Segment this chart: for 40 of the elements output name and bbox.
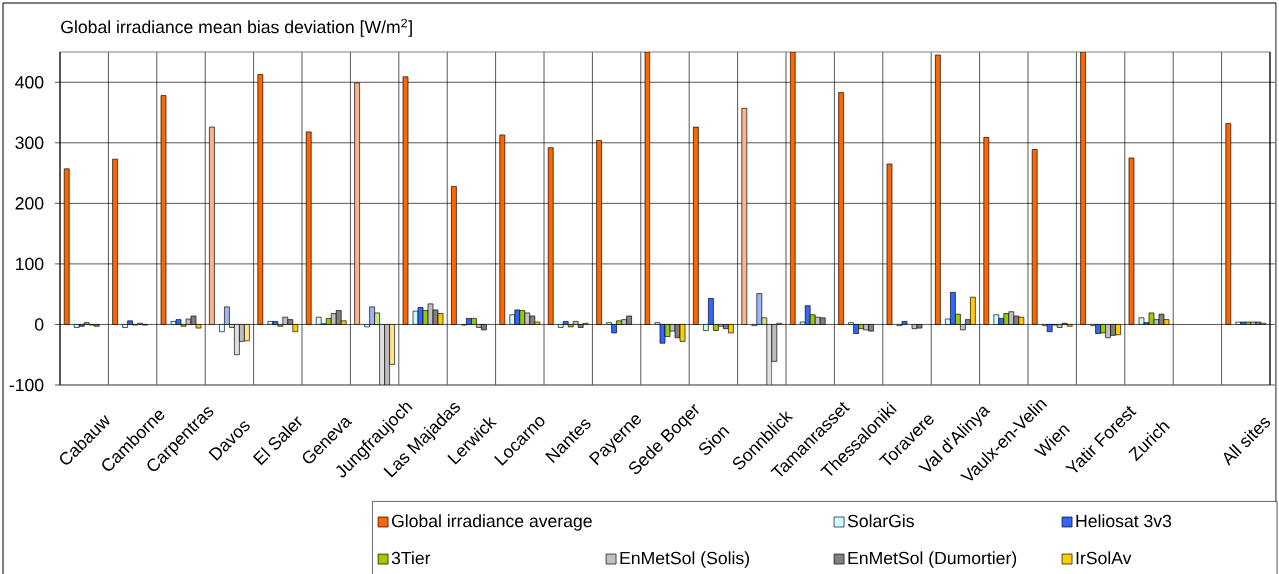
bar (693, 126, 699, 325)
x-tick-label: All sites (1223, 418, 1271, 466)
bar (1225, 123, 1232, 325)
y-tick-label: 300 (15, 136, 44, 150)
bar (315, 316, 322, 325)
legend-label: 3Tier (391, 551, 431, 565)
bar (160, 95, 167, 325)
bar (596, 140, 602, 325)
bar (993, 314, 1000, 325)
chart-title: Global irradiance mean bias deviation [W/m$^{2}$] (61, 18, 412, 37)
legend-label: IrSolAv (1076, 551, 1132, 565)
legend-label: EnMetSol (Dumortier) (848, 551, 1017, 568)
legend-label: EnMetSol (Solis) (620, 551, 749, 568)
x-tick-label: Sion (699, 427, 730, 455)
bar (741, 107, 748, 325)
bar (1235, 321, 1242, 325)
bar (819, 317, 826, 325)
bar (499, 134, 506, 325)
bar (1128, 157, 1135, 325)
legend-label: SolarGis (847, 514, 914, 528)
y-tick-label: 100 (16, 257, 44, 271)
legend-label: Heliosat 3v3 (1076, 514, 1172, 528)
y-tick-label: 200 (15, 197, 44, 210)
bar (63, 168, 70, 325)
y-tick-label: 400 (15, 76, 44, 89)
bar (838, 92, 844, 325)
bar (112, 158, 118, 325)
bar (451, 186, 457, 325)
y-tick-label: 0 (34, 318, 44, 331)
bar (886, 163, 893, 325)
y-tick-label: -100 (9, 378, 44, 392)
bar (1046, 324, 1053, 333)
bar (1138, 317, 1145, 325)
legend-label: Global irradiance average (391, 514, 592, 531)
bar (983, 137, 990, 325)
bar (305, 131, 312, 325)
bar (209, 126, 215, 325)
bar (1031, 149, 1038, 325)
bar (547, 147, 554, 325)
bar (267, 321, 274, 325)
